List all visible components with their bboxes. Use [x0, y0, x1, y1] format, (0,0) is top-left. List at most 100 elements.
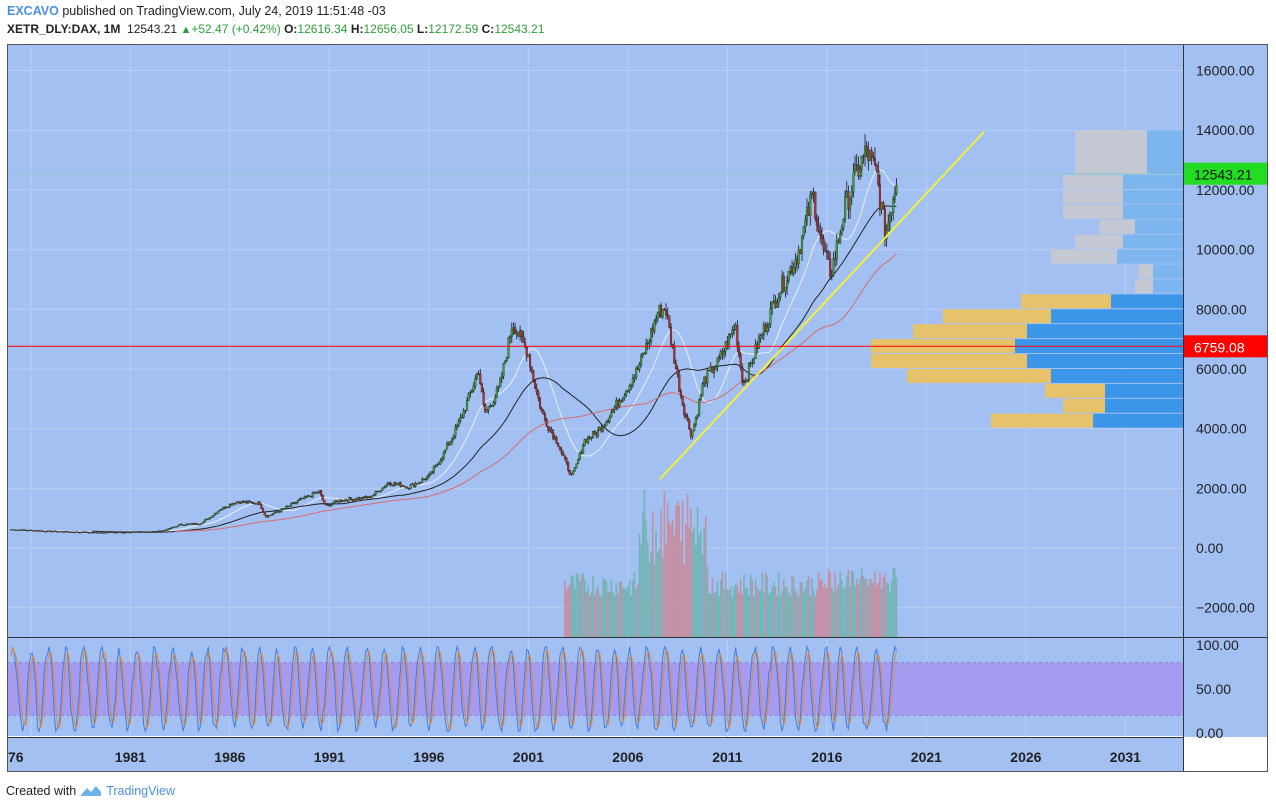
candle-body [800, 235, 804, 254]
volume-bar [635, 589, 637, 637]
candle-body [537, 391, 540, 399]
candle-body [303, 496, 306, 499]
candle-body [441, 458, 444, 461]
volume-bar [799, 582, 802, 637]
candle-body [555, 436, 558, 444]
candle-body [736, 324, 739, 347]
candle-body [752, 358, 755, 364]
volume-bar [880, 589, 883, 637]
volume-profile-down-bar [991, 413, 1093, 428]
candle-body [723, 350, 726, 355]
candle-body [394, 482, 397, 485]
candle-body [311, 492, 314, 497]
volume-profile-up-bar [1027, 354, 1183, 368]
candle-body [374, 491, 377, 495]
candle-body [218, 509, 221, 512]
candle-body [465, 400, 469, 411]
candle-body [888, 215, 891, 223]
price-axis-label: 16000.00 [1196, 63, 1255, 79]
volume-bar [769, 591, 772, 637]
candle-body [872, 156, 875, 159]
volume-bar [719, 579, 722, 637]
candle-body [364, 496, 367, 498]
candle-body [421, 478, 424, 483]
candle-body [202, 521, 205, 524]
symbol-label[interactable]: XETR_DLY:DAX, 1M [7, 22, 121, 36]
volume-bar [794, 589, 797, 637]
candle-body [653, 320, 656, 332]
candle-body [446, 443, 449, 450]
volume-bar [738, 592, 740, 637]
volume-bar [885, 582, 888, 637]
candle-body [200, 523, 203, 525]
open-label: O: [284, 22, 298, 36]
volume-bar [628, 580, 631, 637]
volume-bar [637, 584, 639, 637]
volume-bar [570, 575, 573, 637]
last-price: 12543.21 [127, 22, 178, 36]
price-axis-background[interactable] [1183, 44, 1268, 737]
volume-profile-up-bar [1093, 413, 1183, 428]
volume-bar [696, 506, 699, 637]
candle-body [678, 374, 681, 392]
volume-bar [882, 577, 885, 637]
volume-bar [681, 501, 684, 637]
volume-bar [593, 595, 596, 637]
candle-body [688, 419, 691, 430]
candle-body [522, 336, 525, 343]
candle-body [419, 482, 422, 484]
volume-bar [875, 585, 878, 637]
candle-body [485, 409, 488, 413]
candle-body [587, 436, 590, 443]
volume-bar [603, 579, 606, 637]
volume-profile-up-bar [1051, 368, 1183, 383]
volume-bar [646, 541, 649, 637]
volume-bar [661, 558, 664, 637]
publish-info: published on TradingView.com, July 24, 2… [62, 4, 386, 18]
tradingview-link[interactable]: TradingView [106, 784, 175, 798]
volume-bar [741, 594, 744, 637]
volume-bar [615, 583, 618, 637]
volume-bar [864, 578, 866, 637]
candle-body [882, 202, 885, 210]
candle-body [542, 410, 545, 415]
volume-bar [736, 585, 739, 637]
candle-body [829, 258, 832, 277]
candle-body [822, 238, 825, 251]
volume-bar [836, 589, 838, 637]
volume-bar [796, 593, 798, 637]
candle-body [630, 385, 633, 387]
volume-profile-up-bar [1111, 294, 1183, 309]
candle-body [759, 335, 762, 339]
volume-profile-down-bar [913, 324, 1027, 339]
candle-body [786, 280, 789, 288]
volume-bar [744, 588, 747, 637]
time-axis-label: 1986 [214, 749, 245, 765]
candle-body [532, 370, 535, 381]
candle-body [484, 404, 487, 413]
volume-bar [817, 572, 820, 637]
candle-body [470, 390, 474, 393]
volume-bar [845, 576, 848, 637]
volume-bar [592, 576, 594, 637]
candle-body [815, 218, 818, 226]
candle-body [761, 334, 764, 336]
volume-bar [588, 596, 591, 637]
tradingview-logo-icon[interactable] [80, 784, 102, 798]
volume-bar [731, 596, 734, 637]
candle-body [792, 267, 795, 274]
volume-bar [809, 595, 812, 637]
author-link[interactable]: EXCAVO [7, 4, 59, 18]
volume-bar [572, 575, 574, 637]
volume-profile-up-bar [1105, 398, 1183, 413]
volume-bar [575, 573, 578, 637]
candle-body [474, 378, 477, 387]
publish-header: EXCAVO published on TradingView.com, Jul… [7, 4, 386, 18]
volume-bar [569, 584, 571, 637]
candle-body [124, 532, 127, 534]
time-axis-background[interactable] [7, 737, 1183, 772]
volume-bar [564, 580, 566, 637]
volume-bar [612, 591, 614, 637]
created-with-label: Created with [6, 784, 77, 798]
